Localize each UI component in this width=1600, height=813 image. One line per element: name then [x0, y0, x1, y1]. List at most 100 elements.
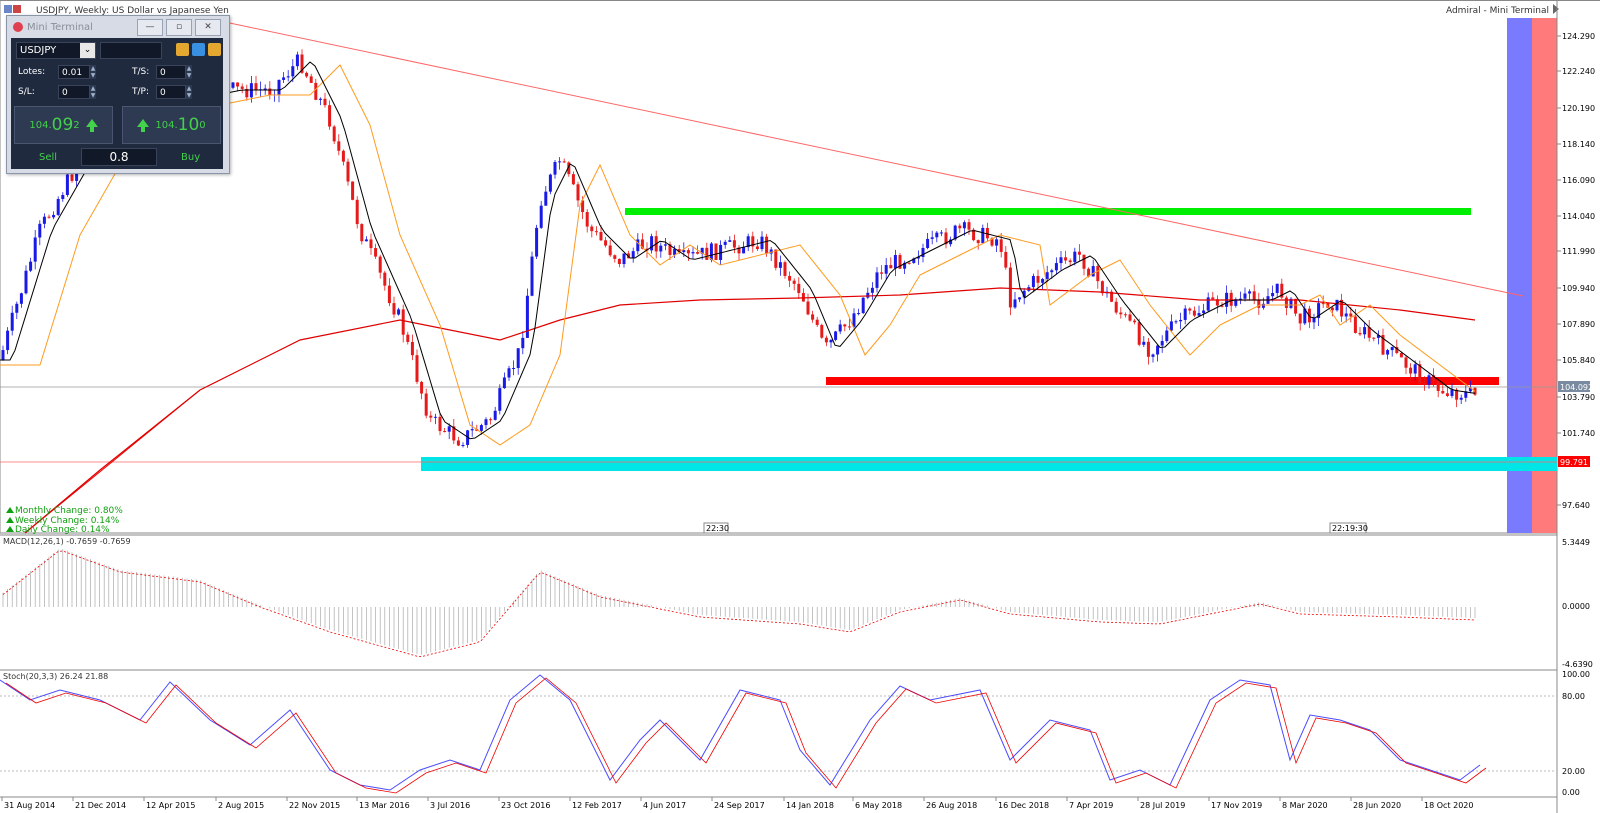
mini-terminal-titlebar[interactable]: Mini Terminal	[7, 16, 229, 38]
time-label: 28 Jun 2020	[1353, 801, 1401, 810]
candle-body	[341, 150, 345, 162]
macd-label-top: 5.3449	[1562, 538, 1590, 547]
close-button[interactable]: ✕	[195, 19, 221, 36]
candle-body	[337, 141, 341, 151]
time-axis-labels: 31 Aug 2014 21 Dec 2014 12 Apr 2015 2 Aug 2…	[1, 797, 1473, 810]
time-label: 16 Dec 2018	[998, 801, 1049, 810]
macd-title: MACD(12,26,1) -0.7659 -0.7659	[3, 537, 131, 546]
sl-input[interactable]: 0	[58, 85, 90, 99]
ts-stepper[interactable]: ▲ ▼	[186, 65, 192, 79]
ts-input[interactable]: 0	[156, 65, 186, 79]
sl-stepper[interactable]: ▲ ▼	[90, 85, 96, 99]
stoch-title: Stoch(20,3,3) 26.24 21.88	[3, 672, 108, 681]
candle-body	[1220, 305, 1224, 307]
price-axis-labels: 124.290 122.240 120.190 118.140 116.090 114.0…	[1557, 32, 1595, 510]
time-label: 21 Dec 2014	[75, 801, 126, 810]
marked-price-label: 99.791	[1560, 458, 1588, 467]
plus-icon[interactable]	[208, 43, 221, 56]
candle-body	[581, 200, 585, 213]
tp-stepper[interactable]: ▲ ▼	[186, 85, 192, 99]
candle-body	[567, 162, 571, 175]
candle-body	[1413, 364, 1417, 374]
candle-body	[61, 195, 65, 199]
candle-body	[1123, 314, 1127, 316]
candle-body	[245, 88, 249, 98]
lots-stepper[interactable]: ▲ ▼	[90, 65, 96, 79]
time-label: 2 Aug 2015	[218, 801, 264, 810]
time-label: 22 Nov 2015	[289, 801, 340, 810]
time-label: 12 Apr 2015	[146, 801, 195, 810]
settings-gear-icon[interactable]	[192, 43, 205, 56]
tp-input[interactable]: 0	[156, 85, 186, 99]
candle-body	[305, 72, 309, 77]
candle-body	[990, 238, 994, 246]
macd-label-bottom: -4.6390	[1562, 660, 1593, 669]
sell-price-big: 09	[51, 115, 74, 135]
sell-button[interactable]: Sell	[39, 152, 58, 163]
candle-body	[806, 301, 810, 315]
candle-body	[1372, 337, 1376, 339]
candle-body	[328, 105, 332, 127]
candle-body	[1234, 299, 1238, 306]
candle-body	[1381, 335, 1385, 355]
mini-terminal-title: Mini Terminal	[27, 21, 93, 33]
price-label: 116.090	[1562, 176, 1595, 185]
symbol-select[interactable]: USDJPY	[16, 42, 96, 59]
minimize-button[interactable]: —	[137, 19, 163, 36]
candle-body	[456, 440, 460, 446]
candle-body	[1059, 257, 1063, 264]
candle-body	[1257, 299, 1261, 308]
candle-body	[723, 241, 727, 245]
candle-body	[631, 251, 635, 259]
candle-body	[1298, 313, 1302, 324]
candle-body	[383, 272, 387, 286]
candle-body	[447, 426, 451, 432]
candle-body	[424, 393, 428, 416]
candle-body	[709, 243, 713, 260]
candle-body	[1068, 260, 1072, 263]
time-label: 8 Mar 2020	[1282, 801, 1328, 810]
price-label: 124.290	[1562, 32, 1595, 41]
candle-body	[1252, 291, 1256, 300]
candle-body	[967, 222, 971, 230]
candle-body	[852, 313, 856, 327]
candle-body	[1271, 292, 1275, 297]
candle-body	[893, 255, 897, 269]
candle-body	[1353, 316, 1357, 333]
marked-price-tag	[1558, 456, 1590, 467]
up-arrow-icon	[6, 507, 14, 513]
up-arrow-icon	[6, 526, 14, 532]
maximize-button[interactable]: ▫	[166, 19, 192, 36]
change-info: Monthly Change: 0.80% Weekly Change: 0.1…	[6, 506, 123, 535]
candle-body	[318, 98, 322, 100]
ma-50	[0, 64, 1476, 446]
candle-body	[364, 239, 368, 242]
time-label: 28 Jul 2019	[1140, 801, 1185, 810]
sell-price-box[interactable]: 104. 09 2	[14, 106, 113, 144]
symbol-search-field[interactable]	[100, 42, 162, 59]
buy-price-box[interactable]: 104. 10 0	[122, 106, 221, 144]
lots-input[interactable]: 0.01	[58, 65, 90, 79]
candle-body	[33, 237, 37, 262]
buy-up-arrow-icon	[137, 119, 150, 132]
candle-body	[378, 256, 382, 273]
candle-body	[801, 293, 805, 302]
candle-body	[38, 223, 42, 238]
candle-body	[1340, 299, 1344, 317]
copy-icon[interactable]	[176, 43, 189, 56]
candle-body	[291, 66, 295, 77]
mini-terminal-window[interactable]: Mini Terminal — ▫ ✕ USDJPY ⌄ Lotes: 0.01…	[6, 15, 230, 174]
daily-change: Daily Change: 0.14%	[15, 525, 110, 535]
candle-body	[1022, 290, 1026, 298]
candle-body	[590, 226, 594, 232]
chart-window-icon-2	[13, 5, 21, 13]
symbol-dropdown-chevron-icon[interactable]: ⌄	[80, 43, 95, 58]
candle-body	[1390, 347, 1394, 351]
sl-label: S/L:	[18, 87, 35, 97]
candle-body	[843, 324, 847, 327]
candle-body	[1280, 283, 1284, 298]
up-arrow-icon	[6, 517, 14, 523]
candle-body	[1215, 299, 1219, 306]
buy-button[interactable]: Buy	[181, 152, 201, 163]
